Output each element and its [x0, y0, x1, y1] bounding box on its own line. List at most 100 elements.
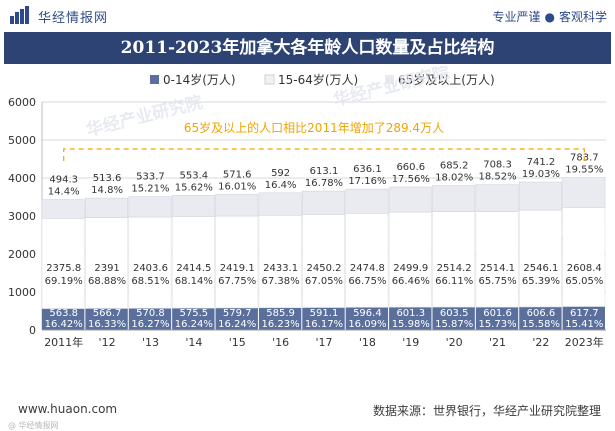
label-0-14-share: 15.87% [435, 319, 473, 330]
label-0-14-share: 16.24% [175, 319, 213, 330]
label-0-14-share: 16.42% [45, 319, 83, 330]
bar-65-plus [345, 188, 389, 214]
label-15-64-share: 68.51% [131, 276, 169, 287]
label-65-share: 16.01% [218, 181, 256, 192]
label-0-14-share: 16.24% [218, 319, 256, 330]
label-0-14-share: 15.98% [392, 319, 430, 330]
y-tick-label: 2000 [8, 248, 36, 261]
label-15-64-value: 2546.1 [523, 263, 558, 274]
x-tick-label: 2023年 [565, 335, 604, 349]
label-0-14-value: 566.7 [93, 308, 122, 319]
legend-item: 65岁及以上(万人) [385, 72, 495, 87]
bar-15-64 [345, 212, 389, 308]
slogan: 专业严谨 ● 客观科学 [492, 8, 607, 25]
chart-title: 2011-2023年加拿大各年龄人口数量及占比结构 [4, 32, 611, 64]
bar-0-14 [519, 306, 562, 330]
bar-65-plus [258, 192, 302, 216]
bar-65-plus [475, 184, 519, 212]
label-0-14-value: 579.7 [223, 308, 252, 319]
bar-65-plus [562, 177, 606, 208]
label-0-14-share: 16.27% [131, 319, 169, 330]
label-65-share: 17.56% [392, 174, 430, 185]
label-0-14-value: 601.3 [396, 308, 425, 319]
bar-0-14 [42, 308, 85, 330]
label-15-64-share: 65.05% [565, 276, 603, 287]
label-0-14-share: 15.73% [478, 319, 516, 330]
label-65-value: 685.2 [440, 160, 469, 171]
bar-0-14 [475, 307, 519, 330]
x-tick-label: '16 [272, 336, 289, 349]
label-0-14-value: 606.6 [527, 308, 556, 319]
data-labels: 563.816.42%2375.869.19%494.314.4%566.716… [45, 153, 604, 330]
label-15-64-value: 2499.9 [393, 263, 428, 274]
chart: 0-14岁(万人) 15-64岁(万人) 65岁及以上(万人) 0 1000 2000 3… [8, 66, 606, 349]
label-0-14-value: 570.8 [136, 308, 165, 319]
label-15-64-value: 2414.5 [176, 263, 211, 274]
label-0-14-value: 601.6 [483, 308, 512, 319]
bar-65-plus [215, 194, 259, 217]
bar-0-14 [215, 307, 258, 330]
bar-0-14 [128, 308, 172, 330]
x-tick-label: '20 [446, 336, 463, 349]
x-tick-label: '18 [359, 336, 376, 349]
x-tick-label: '17 [315, 336, 332, 349]
label-15-64-share: 65.75% [478, 276, 516, 287]
x-tick-label: '14 [185, 336, 202, 349]
x-axis: 2011年 '12 '13 '14 '15 '16 '17 '18 '19 '20 '21 '22 20… [42, 329, 606, 349]
slogan-right: 客观科学 [558, 10, 607, 24]
label-15-64-share: 66.46% [392, 276, 430, 287]
slogan-left: 专业严谨 [492, 10, 541, 24]
label-15-64-value: 2391 [94, 263, 119, 274]
label-65-share: 15.21% [131, 184, 169, 195]
label-15-64-share: 69.19% [45, 276, 83, 287]
legend-swatch [150, 75, 159, 84]
label-0-14-share: 16.17% [305, 319, 343, 330]
label-15-64-share: 66.75% [348, 276, 386, 287]
label-0-14-value: 596.4 [353, 308, 382, 319]
bar-0-14 [345, 307, 389, 330]
bar-0-14 [562, 306, 605, 330]
label-15-64-share: 65.39% [522, 276, 560, 287]
label-15-64-share: 67.05% [305, 276, 343, 287]
bar-0-14 [432, 307, 475, 330]
label-0-14-value: 591.1 [310, 308, 339, 319]
label-0-14-value: 563.8 [49, 308, 78, 319]
bar-15-64 [432, 211, 476, 308]
bar-0-14 [302, 307, 345, 330]
bar-0-14 [389, 307, 432, 330]
x-tick-label: '13 [142, 336, 159, 349]
label-65-value: 553.4 [180, 170, 209, 181]
bar-65-plus [518, 181, 562, 211]
label-0-14-value: 575.5 [180, 308, 209, 319]
y-tick-label: 1000 [8, 286, 36, 299]
label-15-64-value: 2433.1 [263, 263, 298, 274]
x-tick-label: '22 [532, 336, 549, 349]
bar-15-64 [258, 214, 302, 309]
source-note: 数据来源：世界银行，华经产业研究院整理 [372, 404, 601, 418]
bar-0-14 [258, 307, 302, 330]
label-0-14-value: 585.9 [266, 308, 295, 319]
chart-bars [41, 177, 606, 330]
bar-65-plus [128, 196, 172, 218]
label-15-64-value: 2474.8 [350, 263, 385, 274]
label-0-14-share: 15.41% [565, 319, 603, 330]
y-tick-label: 6000 [8, 96, 36, 109]
label-65-share: 17.16% [348, 176, 386, 187]
bar-15-64 [128, 216, 172, 309]
x-tick-label: '12 [99, 336, 116, 349]
x-tick-label: 2011年 [44, 335, 83, 349]
legend-item: 0-14岁(万人) [150, 72, 236, 87]
label-65-share: 15.62% [175, 182, 213, 193]
bar-65-plus [171, 195, 215, 217]
bar-15-64 [518, 209, 562, 308]
label-0-14-share: 16.09% [348, 319, 386, 330]
bar-15-64 [388, 211, 432, 308]
label-65-value: 571.6 [223, 169, 252, 180]
header-bar: 华经情报网 专业严谨 ● 客观科学 [0, 0, 615, 30]
brand-name: 华经情报网 [38, 11, 109, 26]
label-15-64-value: 2403.6 [133, 263, 168, 274]
annotation-bracket [63, 148, 585, 161]
y-tick-label: 0 [29, 324, 36, 337]
label-0-14-share: 16.23% [262, 319, 300, 330]
